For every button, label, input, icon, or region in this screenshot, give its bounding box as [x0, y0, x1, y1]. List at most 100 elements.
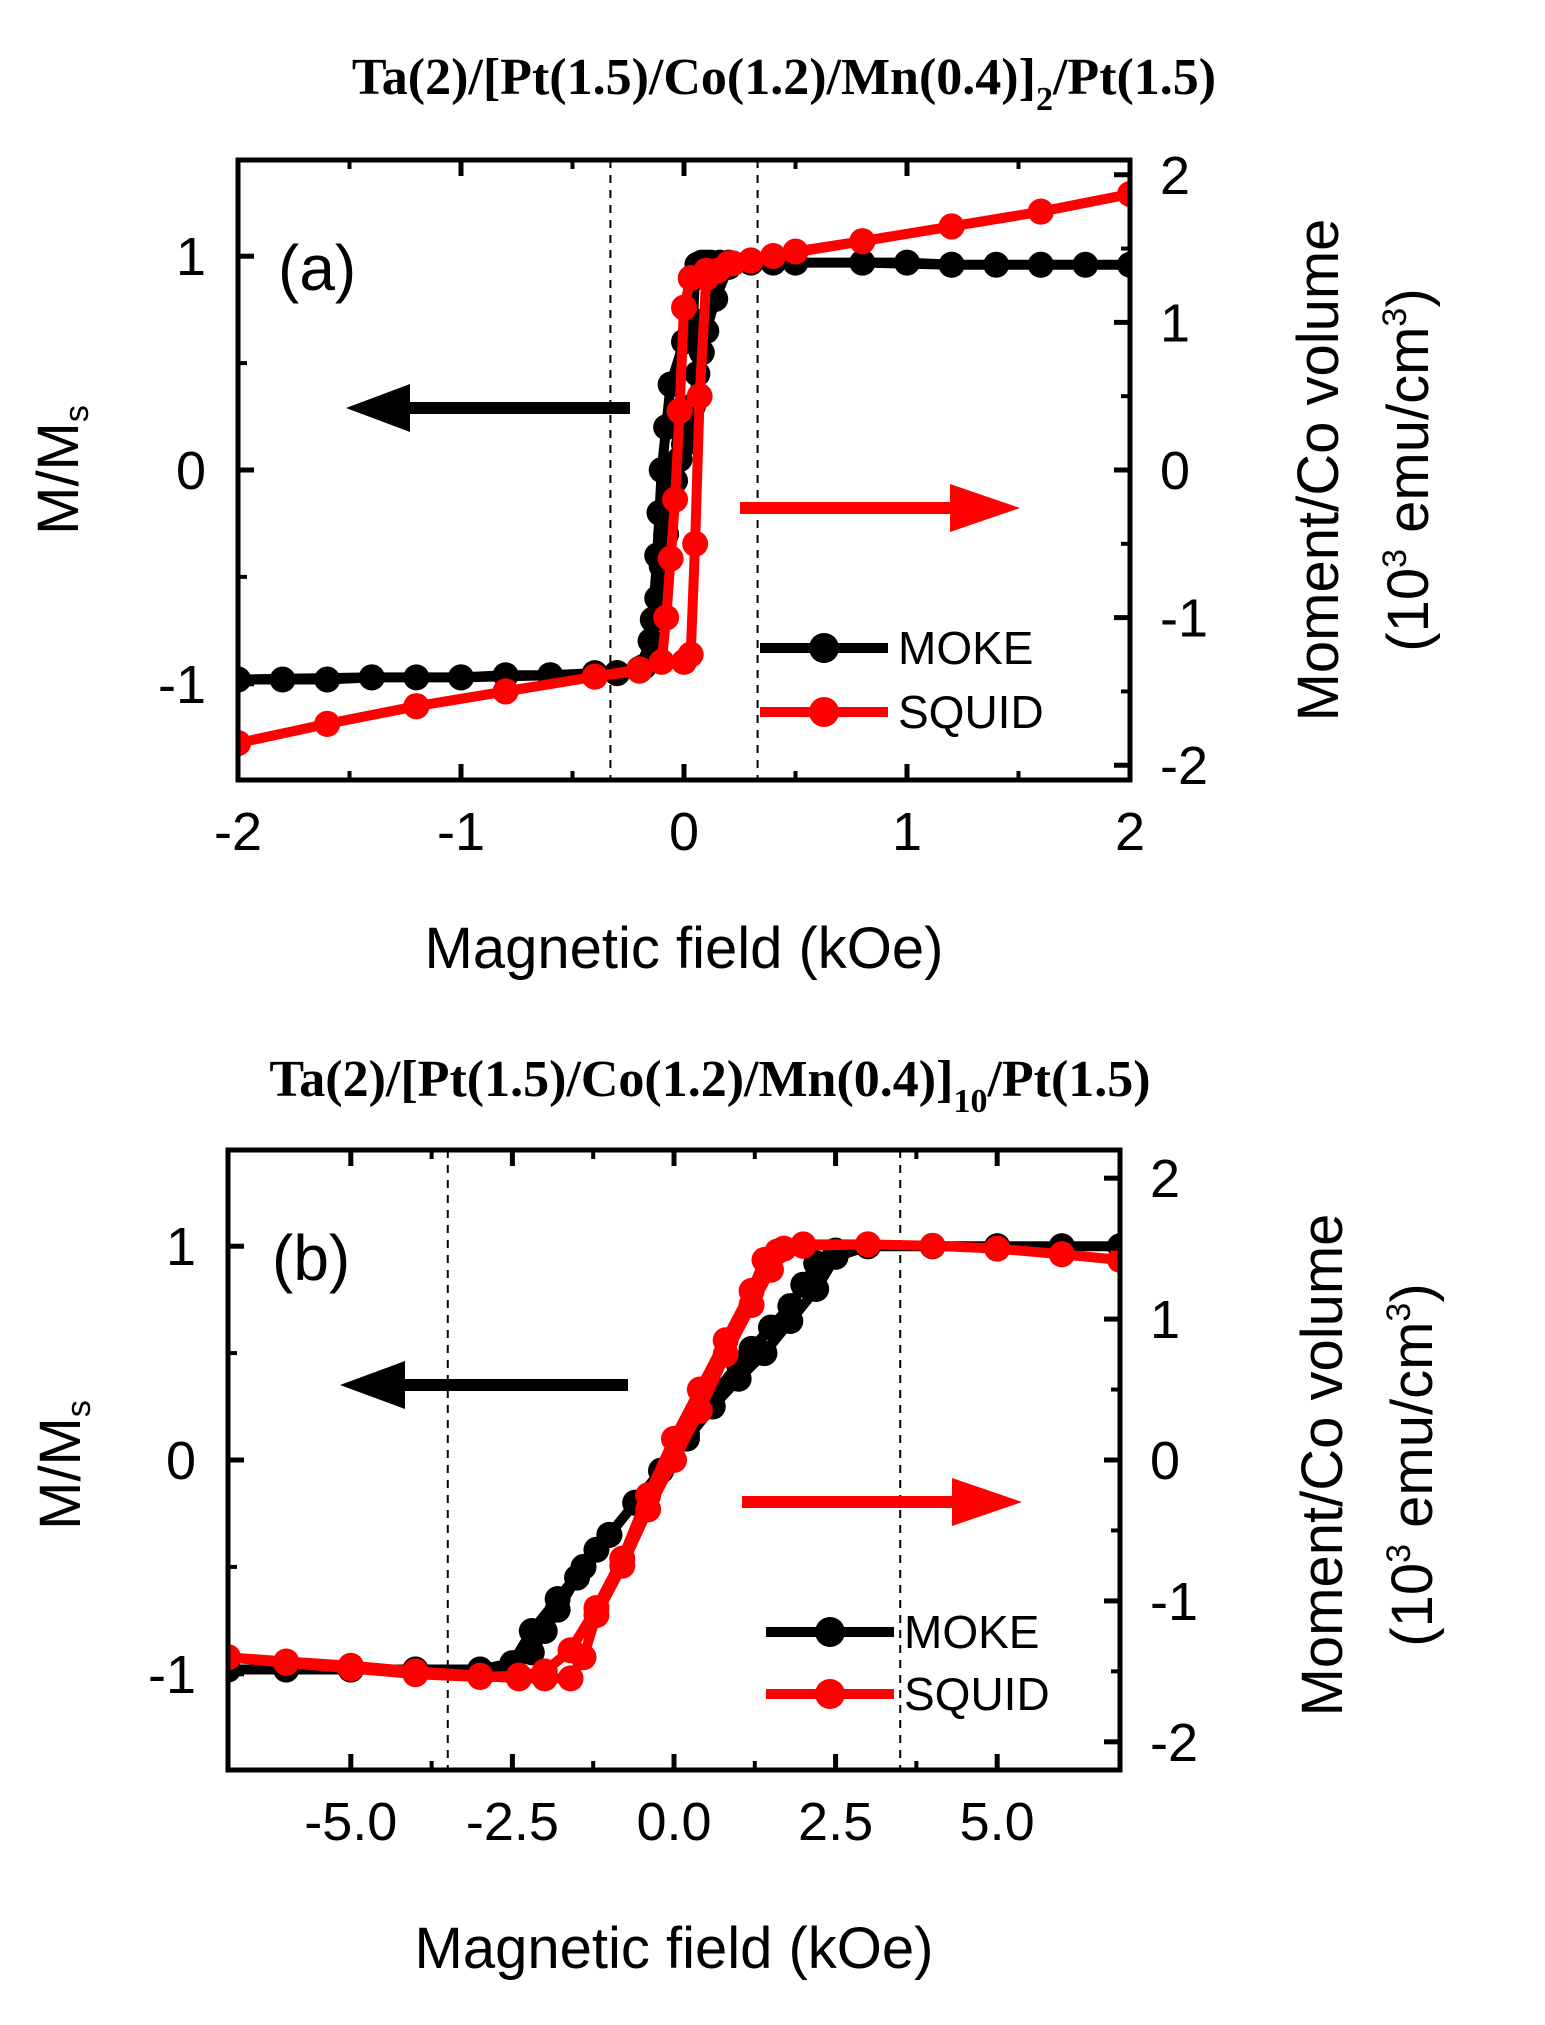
panel-b-y2tick-label: -1 — [1150, 1572, 1198, 1632]
panel-a-squid-point — [666, 397, 693, 424]
panel-a-squid-point — [657, 545, 684, 572]
panel-b-squid-point — [609, 1545, 636, 1572]
panel-a-ylabel: M/Ms — [26, 405, 96, 535]
panel-b-squid-point — [1107, 1246, 1120, 1273]
panel-b-y2label-line1: Moment/Co volume — [1290, 1214, 1355, 1717]
panel-b-ytick-label: 0 — [166, 1431, 196, 1491]
panel-b-squid-point — [228, 1644, 241, 1671]
panel-a-moke-point — [1027, 251, 1054, 278]
panel-a-squid-point — [1027, 198, 1054, 225]
panel-a-squid-point — [686, 383, 713, 410]
panel-b-series — [228, 1231, 1120, 1692]
panel-b-squid-point — [557, 1637, 584, 1664]
panel-b-moke-point — [777, 1293, 804, 1320]
panel-a-squid-point — [782, 238, 809, 265]
panel-a-squid-point — [715, 250, 742, 277]
panel-b-arrow-left — [340, 1361, 628, 1409]
panel-a-squid-point — [314, 710, 341, 737]
panel-b-moke-point — [757, 1314, 784, 1341]
panel-a-squid-point — [849, 228, 876, 255]
panel-b-squid-point — [273, 1649, 300, 1676]
panel-a-squid-point — [677, 641, 704, 668]
panel-b-squid-point — [635, 1482, 662, 1509]
panel-a-squid-point — [1117, 180, 1130, 207]
panel-b-squid-point — [1048, 1241, 1075, 1268]
panel-b-squid-point — [661, 1447, 687, 1473]
panel-a-xlabel: Magnetic field (kOe) — [425, 916, 944, 981]
panel-a-y2label-line2: (103 emu/cm3) — [1376, 288, 1441, 651]
panel-b-squid-point — [984, 1235, 1011, 1262]
panel-a-arrow-right — [740, 484, 1020, 532]
panel-a-squid-point — [492, 678, 519, 705]
panel-a-legend-moke-label: MOKE — [898, 622, 1033, 674]
panel-a-y2tick-label: 0 — [1160, 441, 1190, 501]
panel-b-xlabel: Magnetic field (kOe) — [415, 1916, 934, 1981]
panel-b-squid-point — [467, 1664, 494, 1690]
panel-b-moke-point — [570, 1553, 597, 1580]
panel-a-moke-point — [1117, 251, 1130, 278]
panel-b-legend-squid-swatch — [766, 1679, 894, 1709]
panel-b-ytick-label: 1 — [166, 1217, 196, 1277]
panel-a-moke-point — [314, 666, 341, 693]
panel-a-y2tick-label: -2 — [1160, 736, 1208, 796]
panel-a-y2label-line1: Moment/Co volume — [1286, 219, 1351, 722]
panel-b-squid-point — [854, 1231, 881, 1258]
panel-b-moke-point — [518, 1639, 545, 1666]
panel-a-squid-point — [403, 693, 430, 720]
panel-a-xtick-label: -1 — [437, 802, 485, 862]
panel-a-legend-squid-swatch — [760, 697, 888, 727]
panel-a-legend: MOKE SQUID — [760, 622, 1044, 738]
panel-a-moke-point — [358, 664, 385, 691]
panel-b-squid-point — [738, 1277, 765, 1304]
panel-a-moke-point — [269, 666, 296, 693]
panel-a-squid-point — [671, 294, 697, 321]
panel-b-squid-point — [686, 1376, 713, 1403]
panel-a-squid-point — [626, 657, 653, 684]
panel-b-squid-point — [531, 1658, 558, 1685]
panel-b-moke-point — [518, 1618, 545, 1645]
panel-a-squid-point — [938, 213, 965, 240]
panel-b-squid-point — [751, 1246, 778, 1273]
panel-b-squid-point — [661, 1425, 687, 1452]
panel-a-squid-point — [737, 247, 764, 274]
panel-a-moke-point — [938, 251, 965, 278]
panel-a-moke-point — [648, 457, 675, 483]
panel-a-ytick-label: 0 — [176, 441, 206, 501]
panel-b-tag: (b) — [272, 1222, 350, 1294]
panel-a-tag: (a) — [278, 232, 356, 304]
panel-b: Ta(2)/[Pt(1.5)/Co(1.2)/Mn(0.4)]10/Pt(1.5… — [28, 1051, 1445, 1981]
panel-a-y2tick-label: -1 — [1160, 589, 1208, 649]
panel-b-legend: MOKE SQUID — [766, 1606, 1050, 1720]
panel-b-y2tick-label: 0 — [1150, 1431, 1180, 1491]
panel-a-legend-squid-label: SQUID — [898, 686, 1044, 738]
panel-a-squid-point — [648, 648, 675, 675]
panel-a-moke-point — [1072, 251, 1099, 278]
panel-a-squid-point — [677, 265, 704, 292]
panel-a-moke-point — [448, 664, 474, 691]
panel-b-y2tick-label: 2 — [1150, 1149, 1180, 1209]
panel-a-ytick-label: -1 — [158, 655, 206, 715]
panel-b-squid-point — [583, 1594, 610, 1621]
panel-b-squid-point — [337, 1655, 364, 1682]
panel-b-xtick-label: 2.5 — [798, 1792, 873, 1852]
panel-a-series-squid — [238, 180, 1130, 757]
panel-b-xtick-label: -5.0 — [304, 1792, 397, 1852]
panel-b-moke-point — [544, 1585, 571, 1612]
panel-b-squid-point — [557, 1665, 584, 1692]
panel-b-ticks — [228, 1150, 1120, 1770]
panel-a-xtick-label: -2 — [214, 802, 262, 862]
panel-a-y2tick-label: 1 — [1160, 293, 1190, 353]
panel-a: Ta(2)/[Pt(1.5)/Co(1.2)/Mn(0.4)]2/Pt(1.5)… — [26, 49, 1441, 981]
panel-b-ylabel: M/Ms — [28, 1400, 98, 1530]
panel-b-moke-point — [596, 1521, 623, 1548]
panel-a-arrow-left — [346, 384, 630, 432]
panel-a-squid-point — [662, 486, 689, 513]
panel-b-y2tick-label: -2 — [1150, 1713, 1198, 1773]
panel-a-xtick-label: 1 — [892, 802, 922, 862]
panel-a-squid-point — [682, 530, 709, 557]
panel-a-series — [238, 180, 1130, 757]
panel-b-ytick-label: -1 — [148, 1645, 196, 1705]
panel-a-moke-point — [403, 664, 430, 691]
panel-a-legend-moke-swatch — [760, 633, 888, 663]
